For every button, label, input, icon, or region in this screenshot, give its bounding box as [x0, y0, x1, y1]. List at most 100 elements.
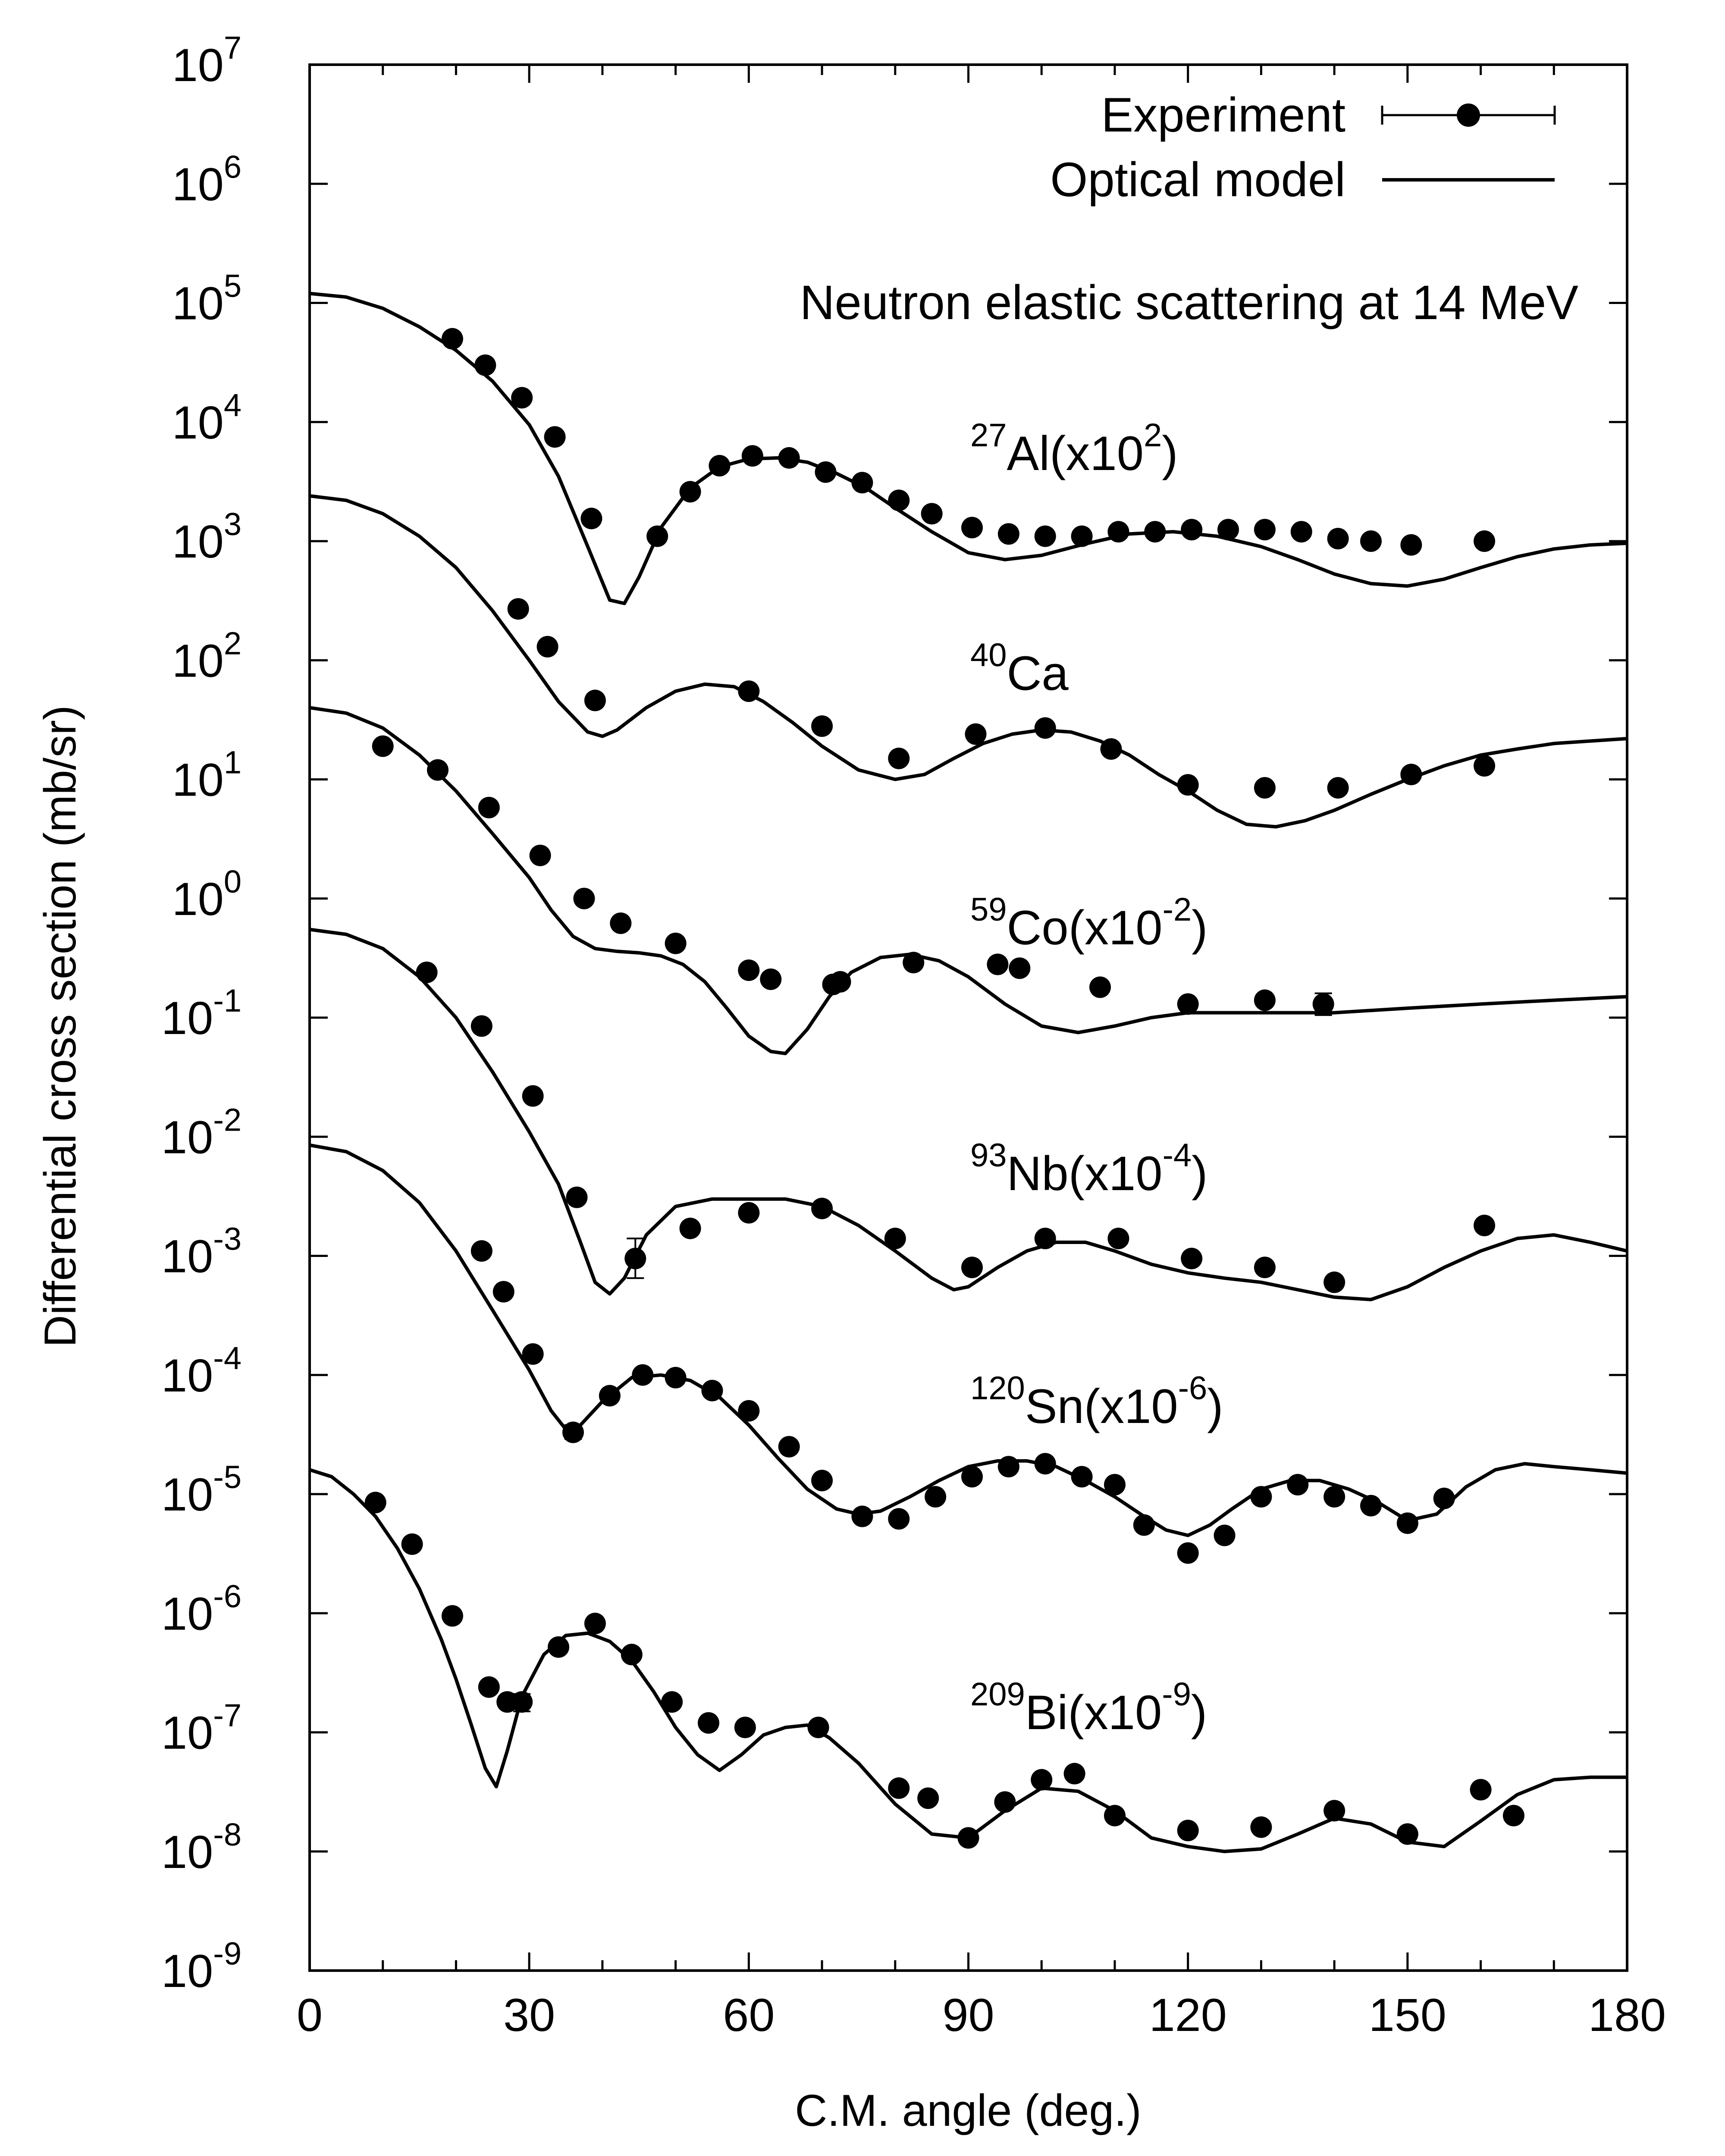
legend-marker-experiment — [1381, 103, 1556, 127]
series-label-close: ) — [1162, 426, 1178, 480]
experiment-point — [1324, 1271, 1346, 1293]
y-tick-label: 10-1 — [161, 983, 242, 1044]
series-bi — [309, 1468, 1627, 1853]
y-tick-label: 105 — [172, 268, 242, 329]
experiment-point — [888, 747, 910, 769]
experiment-point — [1360, 530, 1382, 552]
experiment-point — [573, 887, 595, 909]
y-tick-label-base: 10 — [161, 1111, 213, 1163]
experiment-point — [997, 523, 1019, 545]
experiment-point — [1396, 1512, 1418, 1534]
experiment-point — [441, 1605, 463, 1627]
experiment-point — [851, 472, 873, 494]
experiment-point — [709, 455, 731, 477]
y-tick-label-exponent: 3 — [224, 506, 242, 542]
model-curve-al — [309, 291, 1628, 605]
y-tick-label: 102 — [172, 625, 242, 686]
series-label-mass: 209 — [970, 1676, 1025, 1713]
series-label-scale-exp: -2 — [1163, 891, 1192, 928]
y-tick-label-base: 10 — [172, 634, 224, 686]
experiment-point — [961, 1257, 983, 1279]
experiment-point — [1327, 777, 1349, 799]
y-tick-label-base: 10 — [161, 1587, 213, 1639]
experiment-point — [599, 1385, 621, 1407]
experiment-point — [548, 1636, 570, 1658]
experiment-point — [1360, 1495, 1382, 1517]
experiment-point — [738, 680, 760, 702]
series-co — [309, 706, 1628, 1056]
y-tick-label-exponent: -6 — [213, 1578, 242, 1614]
experiment-point — [632, 1364, 654, 1386]
experiment-point — [884, 1228, 906, 1250]
y-tick-label: 104 — [172, 387, 242, 448]
experiment-point — [401, 1533, 423, 1555]
experiment-point — [811, 1470, 833, 1492]
experiment-point — [529, 844, 551, 866]
y-tick-label-base: 10 — [172, 873, 224, 925]
model-curve-co — [309, 706, 1628, 1056]
experiment-point — [903, 952, 925, 974]
experiment-point — [1104, 1805, 1126, 1827]
experiment-point — [1034, 717, 1056, 739]
series-label-scale-exp: -6 — [1178, 1370, 1208, 1407]
experiment-point — [1177, 993, 1199, 1015]
experiment-point — [679, 1217, 701, 1239]
experiment-point — [1071, 525, 1093, 547]
experiment-point — [921, 503, 943, 525]
y-tick-label-base: 10 — [172, 158, 224, 210]
experiment-point — [1433, 1488, 1455, 1510]
experiment-point — [372, 735, 394, 757]
y-tick-label: 103 — [172, 506, 242, 567]
experiment-point — [478, 796, 500, 818]
experiment-point — [888, 489, 910, 511]
experiment-point — [441, 328, 463, 350]
experiment-point — [661, 1691, 683, 1713]
y-tick-label-exponent: -8 — [213, 1817, 242, 1852]
experiment-point — [961, 517, 983, 539]
series-sn — [309, 1143, 1628, 1564]
experiment-point — [1177, 774, 1199, 796]
experiment-point — [1250, 1486, 1272, 1508]
y-tick-label: 10-9 — [161, 1936, 242, 1997]
y-tick-label-base: 10 — [161, 1349, 213, 1401]
experiment-point — [957, 1827, 979, 1849]
experiment-point — [778, 1436, 800, 1458]
experiment-point — [492, 1281, 514, 1303]
experiment-point — [811, 1197, 833, 1219]
experiment-point — [987, 953, 1009, 975]
experiment-point — [701, 1379, 723, 1401]
experiment-point — [851, 1505, 873, 1527]
y-tick-label-base: 10 — [172, 39, 224, 91]
y-tick-label-exponent: -2 — [213, 1102, 242, 1138]
experiment-point — [815, 461, 837, 483]
series-label-sn: 120Sn(x10-6) — [970, 1370, 1223, 1433]
series-label-mass: 59 — [970, 891, 1007, 928]
experiment-point — [1290, 521, 1312, 543]
legend: Experiment Optical model — [1050, 88, 1556, 207]
experiment-point — [1034, 1453, 1056, 1475]
x-tick-label: 150 — [1369, 1989, 1446, 2041]
experiment-point — [511, 387, 533, 409]
experiment-point — [961, 1466, 983, 1488]
experiment-point — [364, 1492, 386, 1514]
experiment-point — [888, 1777, 910, 1799]
series-label-close: ) — [1192, 1147, 1208, 1200]
experiment-point — [665, 932, 687, 954]
experiment-point — [1254, 989, 1276, 1011]
y-tick-label-base: 10 — [172, 396, 224, 448]
experiment-point — [1474, 1214, 1496, 1236]
experiment-point — [697, 1712, 719, 1734]
y-tick-label-exponent: 6 — [224, 149, 242, 185]
experiment-point — [621, 1644, 643, 1666]
y-tick-label: 10-6 — [161, 1578, 242, 1639]
experiment-point — [1144, 521, 1166, 543]
experiment-point — [1063, 1763, 1085, 1785]
y-tick-label-exponent: -1 — [213, 983, 242, 1018]
experiment-point — [917, 1787, 939, 1809]
experiment-point — [1287, 1474, 1309, 1496]
experiment-point — [427, 759, 449, 781]
y-tick-label-base: 10 — [161, 1468, 213, 1520]
y-axis-label: Differential cross section (mb/sr) — [35, 705, 85, 1347]
y-tick-label-base: 10 — [172, 754, 224, 806]
experiment-point — [1250, 1816, 1272, 1838]
